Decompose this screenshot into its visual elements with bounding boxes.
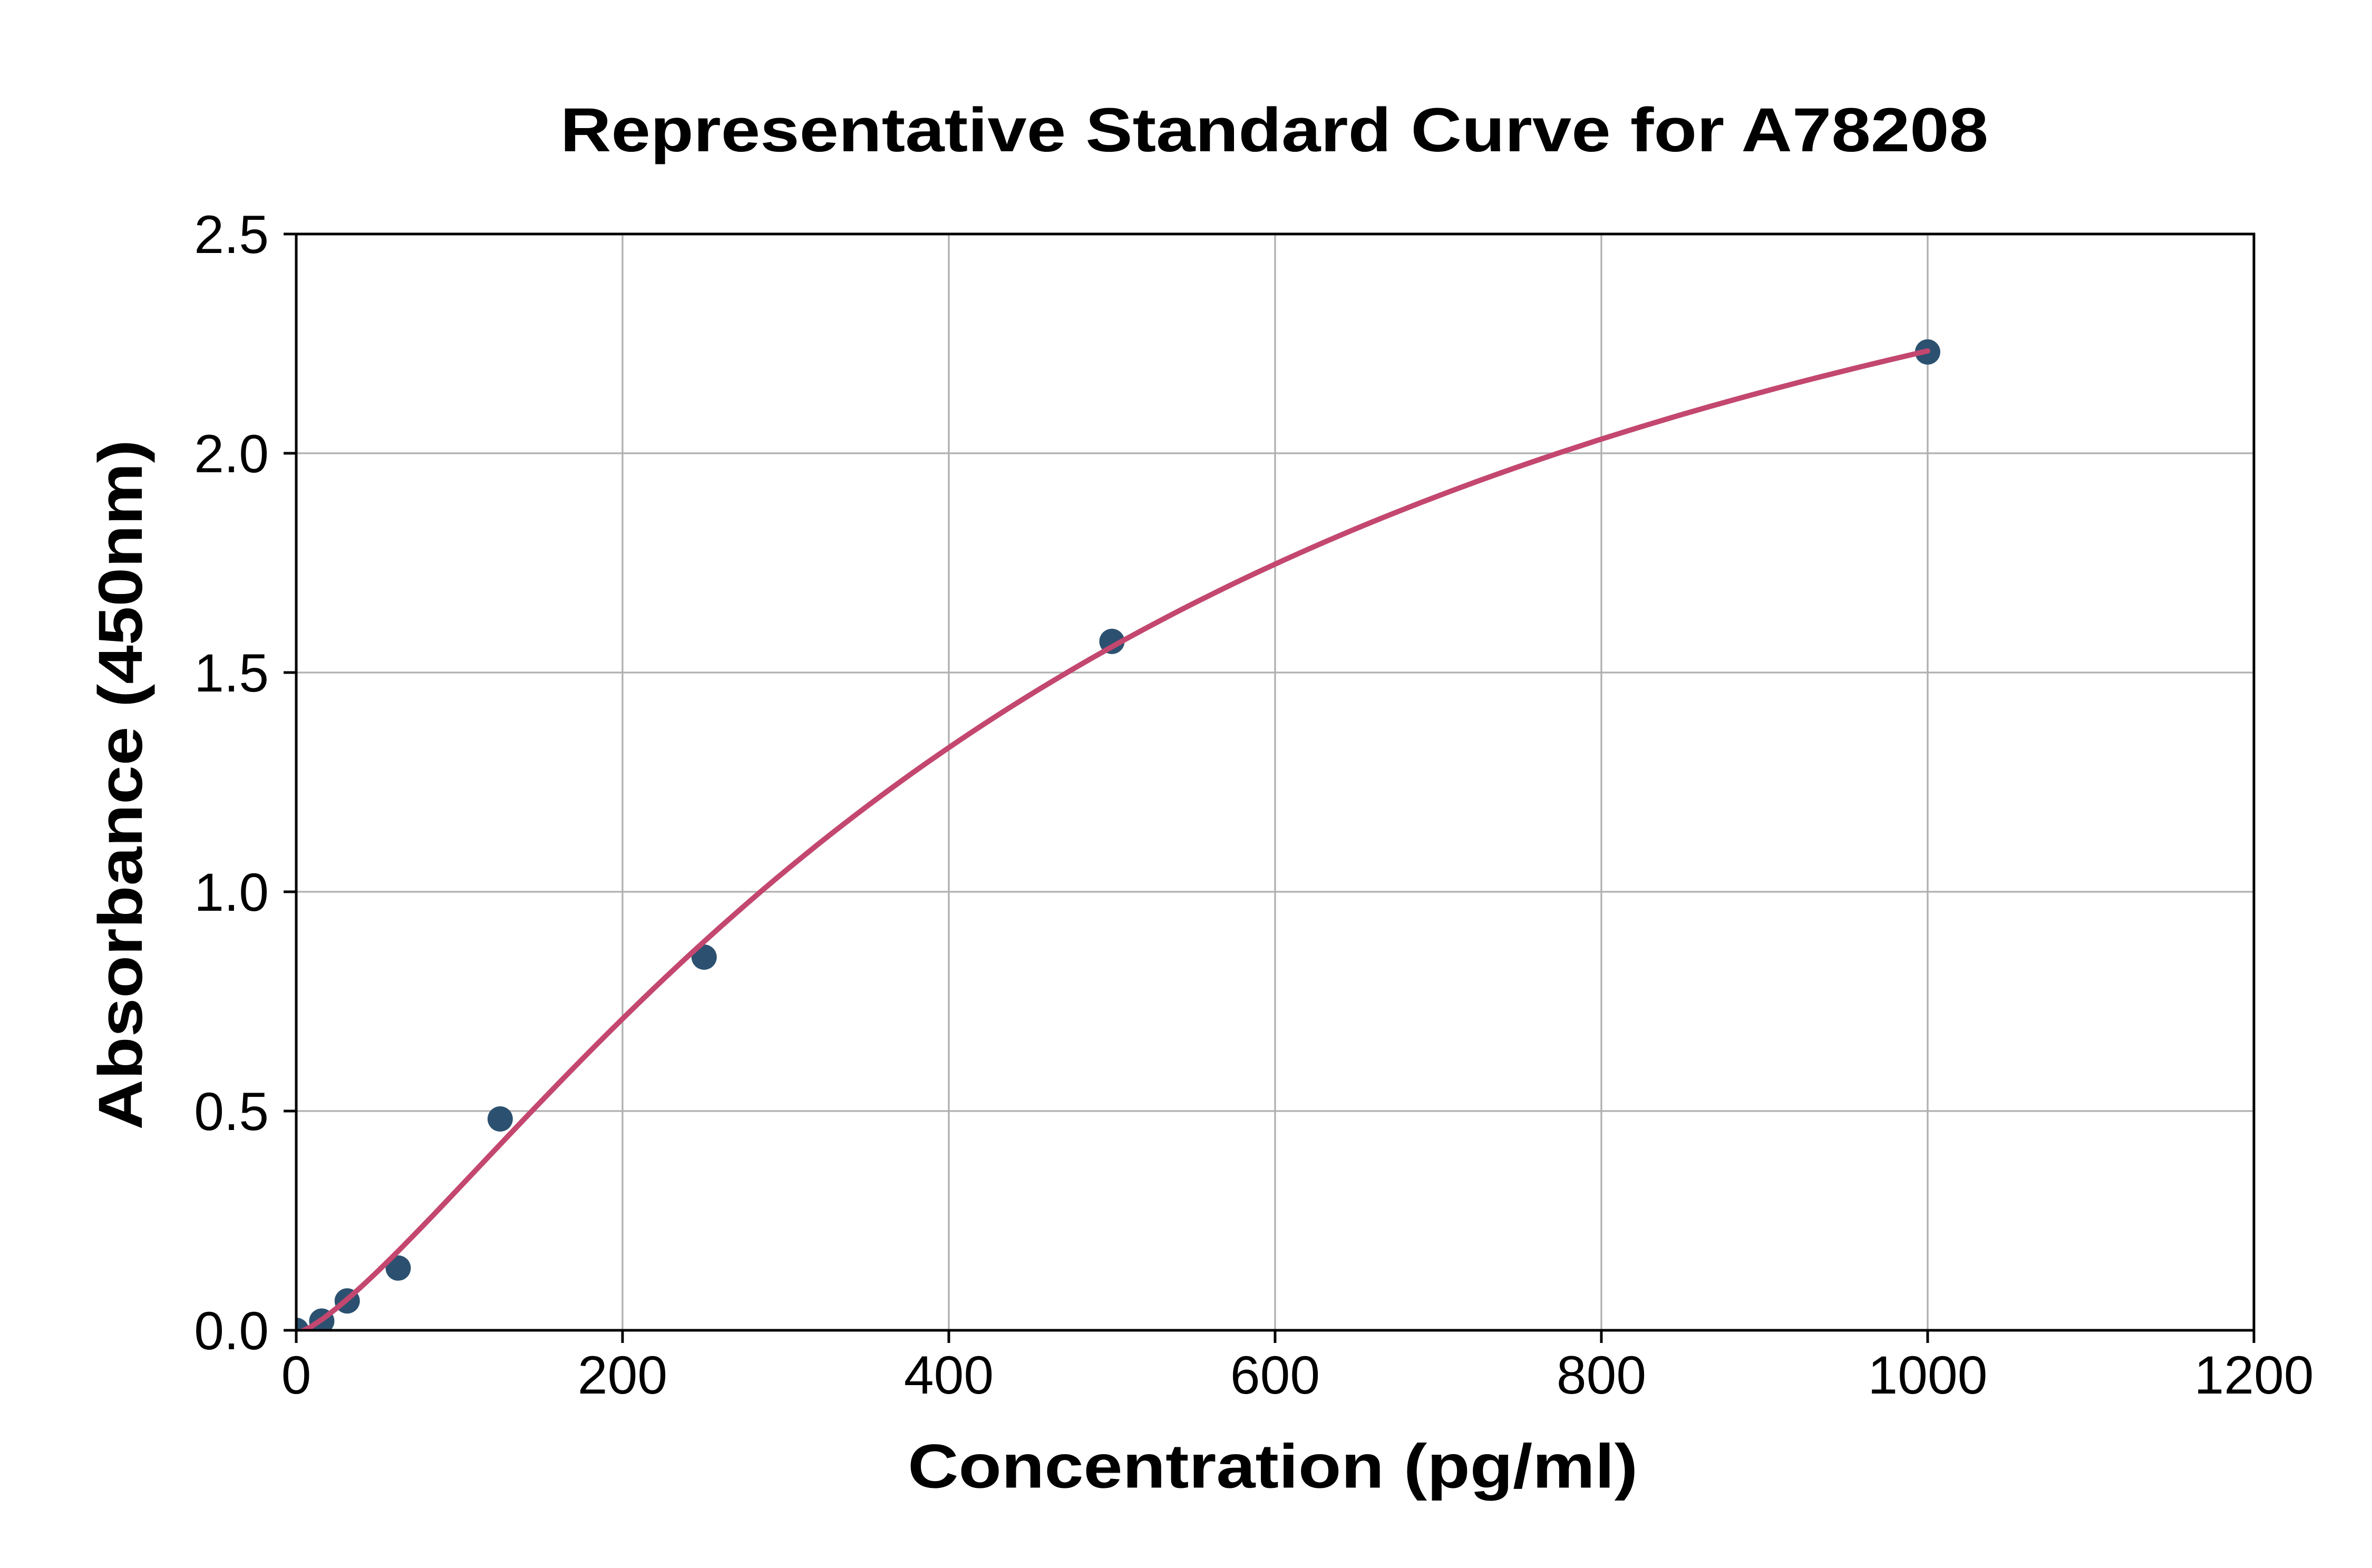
svg-text:600: 600 xyxy=(1230,1345,1320,1405)
svg-text:2.5: 2.5 xyxy=(194,204,269,265)
svg-text:0: 0 xyxy=(281,1345,312,1405)
svg-text:2.0: 2.0 xyxy=(194,424,269,484)
svg-text:Representative Standard Curve: Representative Standard Curve for A78208 xyxy=(560,95,1988,164)
svg-text:Concentration (pg/ml): Concentration (pg/ml) xyxy=(908,1431,1638,1501)
svg-text:0.0: 0.0 xyxy=(194,1301,269,1361)
svg-text:1200: 1200 xyxy=(2194,1345,2314,1405)
svg-text:1.5: 1.5 xyxy=(194,643,269,703)
svg-text:Absorbance (450nm): Absorbance (450nm) xyxy=(85,440,155,1129)
svg-text:0.5: 0.5 xyxy=(194,1082,269,1142)
svg-text:200: 200 xyxy=(578,1345,667,1405)
svg-text:800: 800 xyxy=(1557,1345,1646,1405)
svg-text:400: 400 xyxy=(904,1345,994,1405)
svg-text:1.0: 1.0 xyxy=(194,862,269,922)
svg-text:1000: 1000 xyxy=(1868,1345,1988,1405)
